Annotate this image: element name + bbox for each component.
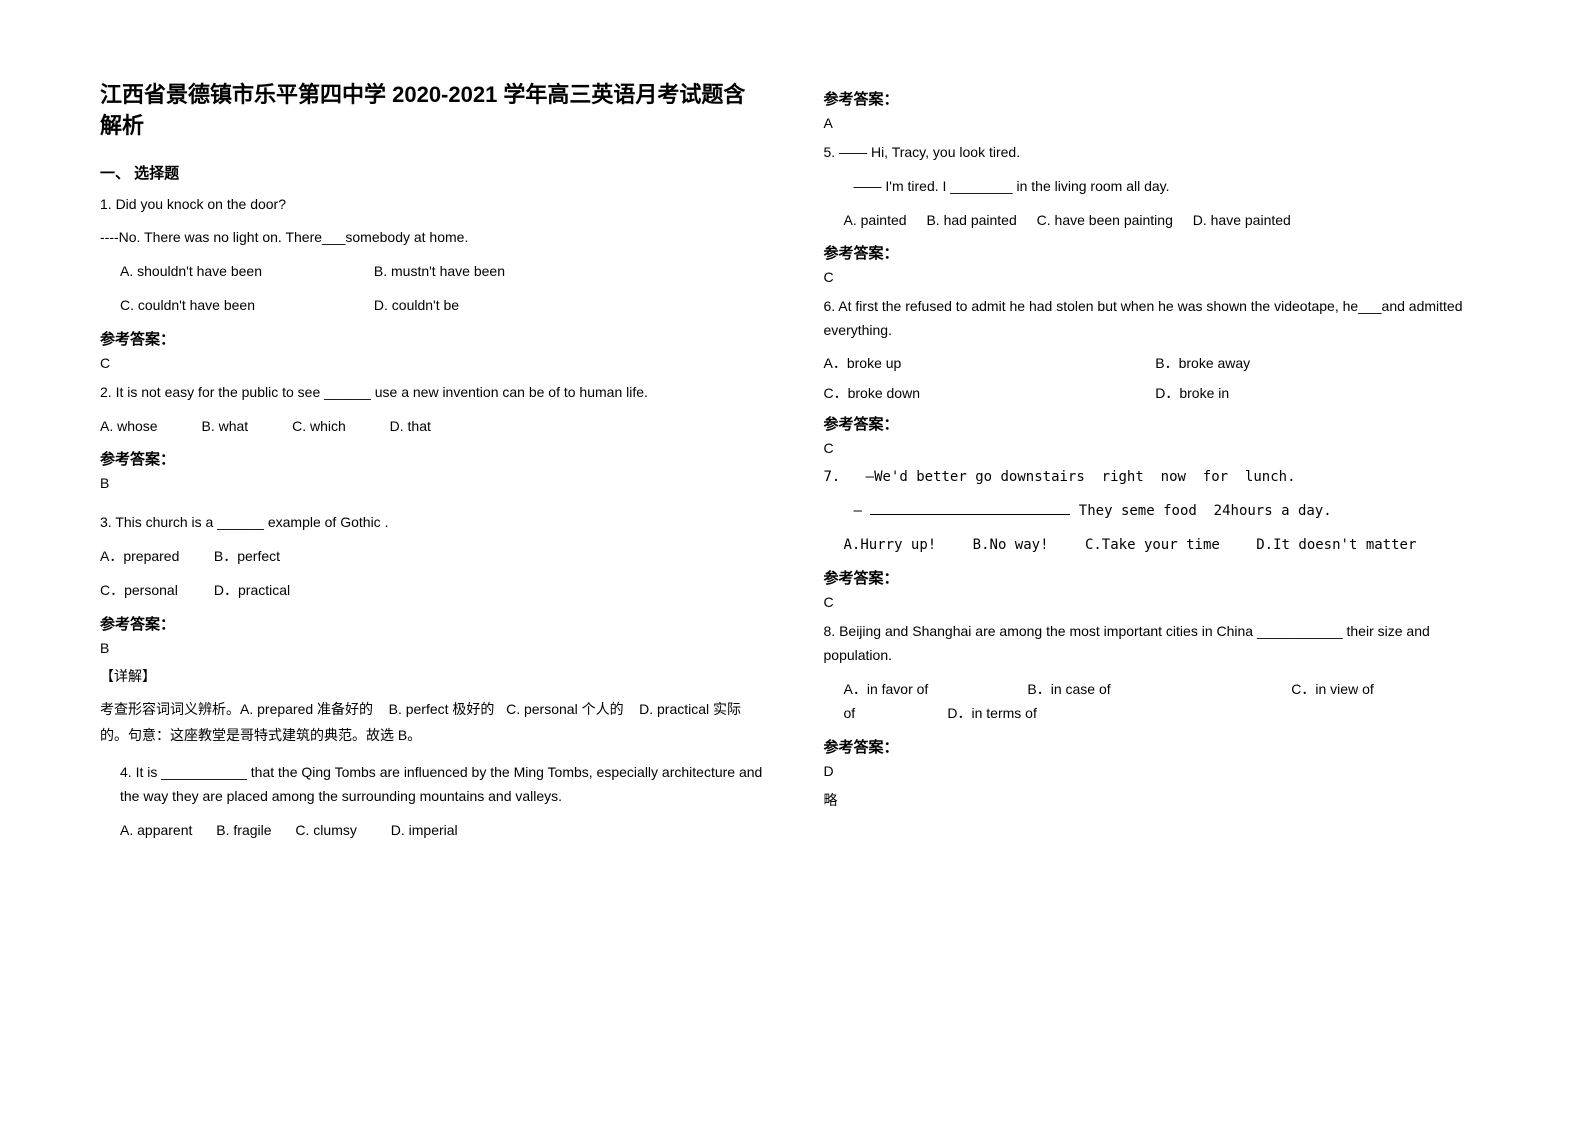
q5-optB: B. had painted [926,212,1016,228]
q2-optC: C. which [292,415,346,439]
q2-text: 2. It is not easy for the public to see … [100,381,764,405]
q5-sub: —— I'm tired. I ________ in the living r… [824,175,1488,199]
q3-optA: A．prepared [100,545,210,569]
q3-answer-label: 参考答案： [100,613,764,634]
q7-optB: B.No way! [973,534,1049,558]
right-column: 参考答案： A 5. —— Hi, Tracy, you look tired.… [824,80,1488,852]
q1-answer: C [100,355,764,371]
q1-optD: D. couldn't be [374,294,459,318]
q7-answer-label: 参考答案： [824,567,1488,588]
q6-answer-label: 参考答案： [824,413,1488,434]
q4-answer-label: 参考答案： [824,88,1488,109]
q4-optB: B. fragile [216,819,271,843]
q8-optA: A．in favor of [844,678,1024,702]
q3-answer: B [100,640,764,656]
q7-text: 7. —We'd better go downstairs right now … [824,466,1488,490]
q3-text: 3. This church is a ______ example of Go… [100,511,764,535]
q7-optD: D.It doesn't matter [1256,534,1416,558]
q1-text: 1. Did you knock on the door? [100,193,764,217]
q5-optD: D. have painted [1193,212,1291,228]
q4-optC: C. clumsy [295,819,356,843]
q6-options-row2: C．broke down D．broke in [824,383,1488,403]
q3-optD: D．practical [214,582,290,598]
q8-optD: D．in terms of [947,702,1036,726]
q1-optA: A. shouldn't have been [120,260,330,284]
q8-answer: D [824,763,1488,779]
q3-explain-label: 【详解】 [100,666,764,686]
q5-optA: A. painted [844,212,907,228]
q6-optA: A．broke up [824,353,1156,373]
q2-optA: A. whose [100,415,158,439]
q7-optA: A.Hurry up! [844,534,937,558]
q1-options-row2: C. couldn't have been D. couldn't be [100,294,764,318]
q8-note: 略 [824,789,1488,813]
q7-sub-prefix: — [854,503,871,519]
q4-optA: A. apparent [120,819,192,843]
q3-optB: B．perfect [214,548,280,564]
q3-options-row2: C．personal D．practical [100,579,764,603]
q5-optC: C. have been painting [1037,212,1173,228]
q7-sub: — They seme food 24hours a day. [824,500,1488,524]
q2-answer: B [100,475,764,491]
q7-blank [870,514,1070,515]
q1-answer-label: 参考答案： [100,328,764,349]
q8-optC: C．in view of [1291,678,1373,702]
q8-options: A．in favor of B．in case of C．in view of … [824,678,1488,726]
q2-optB: B. what [201,415,248,439]
section-heading: 一、 选择题 [100,162,764,183]
q5-answer: C [824,269,1488,285]
q2-optD: D. that [390,415,431,439]
q5-text: 5. —— Hi, Tracy, you look tired. [824,141,1488,165]
page-container: 江西省景德镇市乐平第四中学 2020-2021 学年高三英语月考试题含解析 一、… [0,0,1587,892]
q6-optB: B．broke away [1155,353,1487,373]
q4-text: 4. It is ___________ that the Qing Tombs… [100,761,764,809]
q1-optB: B. mustn't have been [374,260,505,284]
q6-optD: D．broke in [1155,383,1487,403]
q2-options: A. whose B. what C. which D. that [100,415,764,439]
q1-optC: C. couldn't have been [120,294,330,318]
q5-options: A. painted B. had painted C. have been p… [824,209,1488,233]
q8-answer-label: 参考答案： [824,736,1488,757]
q7-answer: C [824,594,1488,610]
q6-answer: C [824,440,1488,456]
q6-optC: C．broke down [824,383,1156,403]
q2-answer-label: 参考答案： [100,448,764,469]
document-title: 江西省景德镇市乐平第四中学 2020-2021 学年高三英语月考试题含解析 [100,80,764,142]
q7-options: A.Hurry up! B.No way! C.Take your time D… [824,534,1488,558]
q8-text: 8. Beijing and Shanghai are among the mo… [824,620,1488,668]
q3-optC: C．personal [100,579,210,603]
q4-options: A. apparent B. fragile C. clumsy D. impe… [100,819,764,843]
q6-options-row1: A．broke up B．broke away [824,353,1488,373]
q8-of: of [844,702,944,726]
q7-sub-suffix: They seme food 24hours a day. [1079,503,1332,519]
q3-explain: 考查形容词词义辨析。A. prepared 准备好的 B. perfect 极好… [100,696,764,749]
q3-options-row1: A．prepared B．perfect [100,545,764,569]
q8-optB: B．in case of [1027,678,1287,702]
q5-answer-label: 参考答案： [824,242,1488,263]
q4-answer: A [824,115,1488,131]
q7-optC: C.Take your time [1085,534,1220,558]
q4-optD: D. imperial [391,819,458,843]
q6-text: 6. At first the refused to admit he had … [824,295,1488,343]
left-column: 江西省景德镇市乐平第四中学 2020-2021 学年高三英语月考试题含解析 一、… [100,80,764,852]
q1-options-row1: A. shouldn't have been B. mustn't have b… [100,260,764,284]
q1-sub: ----No. There was no light on. There___s… [100,226,764,250]
